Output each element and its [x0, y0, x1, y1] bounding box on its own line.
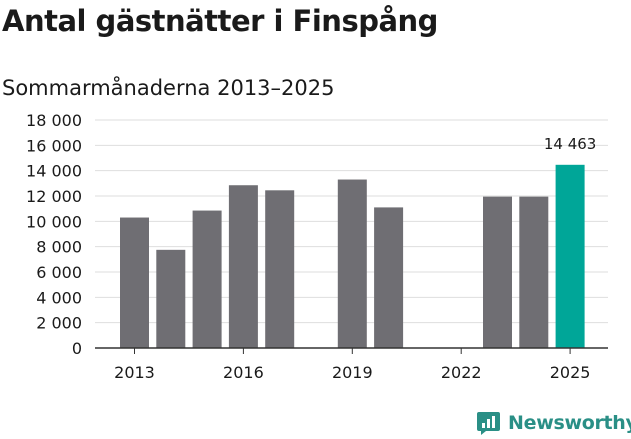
x-axis: 2013 2016 2019 2022 2025 — [95, 347, 608, 382]
y-axis-tick-labels: 0 2 000 4 000 6 000 8 000 10 000 12 000 14 000 1… — [26, 111, 82, 358]
x-tick-label: 2025 — [550, 363, 591, 382]
y-tick-label: 12 000 — [26, 187, 82, 206]
y-tick-label: 6 000 — [36, 263, 82, 282]
bar-2024 — [519, 196, 549, 348]
y-tick-label: 2 000 — [36, 314, 82, 333]
bar-2013 — [120, 217, 149, 348]
chart-title: Antal gästnätter i Finspång — [2, 4, 438, 38]
bar-2020 — [374, 207, 404, 348]
data-label: 14 463 — [544, 135, 597, 153]
newsworthy-brand: Newsworthy — [476, 408, 631, 438]
x-tick-label: 2016 — [223, 363, 264, 382]
brand-name: Newsworthy — [508, 412, 631, 434]
y-tick-label: 10 000 — [26, 212, 82, 231]
bar-2017 — [265, 190, 295, 348]
bar-2016 — [228, 185, 258, 348]
x-tick-label: 2022 — [441, 363, 482, 382]
x-tick-label: 2019 — [332, 363, 373, 382]
bar-2025 — [555, 164, 585, 348]
y-tick-label: 4 000 — [36, 288, 82, 307]
bars — [120, 164, 585, 348]
data-labels: 14 463 — [544, 135, 597, 153]
bar-2015 — [192, 210, 222, 348]
y-tick-label: 18 000 — [26, 111, 82, 130]
y-tick-label: 14 000 — [26, 162, 82, 181]
y-tick-label: 16 000 — [26, 136, 82, 155]
x-tick-label: 2013 — [114, 363, 155, 382]
y-tick-label: 8 000 — [36, 238, 82, 257]
bar-2019 — [337, 179, 367, 348]
chart-subtitle: Sommarmånaderna 2013–2025 — [2, 76, 335, 100]
bar-chart: 0 2 000 4 000 6 000 8 000 10 000 12 000 14 000 1… — [26, 111, 608, 382]
newsworthy-logo-icon — [477, 411, 500, 435]
bar-2023 — [483, 196, 512, 348]
bar-2014 — [156, 249, 186, 348]
y-tick-label: 0 — [72, 339, 82, 358]
